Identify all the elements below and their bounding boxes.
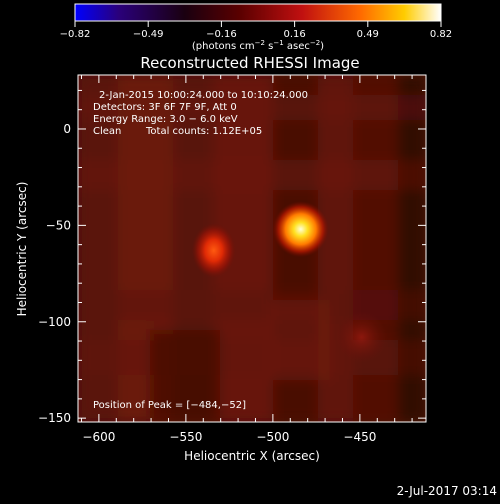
y-tick-label: 0	[63, 122, 71, 136]
x-tick-label: −450	[343, 430, 376, 444]
source-weak	[335, 311, 388, 364]
plot-frame	[77, 74, 427, 423]
y-tick-label: −150	[38, 411, 71, 425]
heatmap-image	[78, 75, 426, 422]
colorbar-tick-label: 0.49	[357, 29, 379, 40]
annotation-clean: Clean	[93, 126, 121, 137]
colorbar-ticks: −0.82 −0.49 −0.16 0.16 0.49 0.82	[60, 21, 452, 40]
colorbar-tick-label: 0.16	[283, 29, 305, 40]
axis-ticks: −600 −550 −500 −450 0 −50 −100 −150	[38, 75, 426, 444]
render-timestamp: 2-Jul-2017 03:14	[397, 484, 497, 498]
x-tick-label: −600	[82, 430, 115, 444]
y-axis-label: Heliocentric Y (arcsec)	[15, 182, 29, 317]
x-tick-label: −500	[256, 430, 289, 444]
colorbar	[74, 3, 442, 22]
colorbar-tick-label: −0.16	[206, 29, 237, 40]
colorbar-unit-label: (photons cm−2 s−1 asec−2)	[192, 39, 324, 52]
annotation-detectors: Detectors: 3F 6F 7F 9F, Att 0	[93, 102, 237, 113]
annotation-energy: Energy Range: 3.0 − 6.0 keV	[93, 114, 238, 125]
annotation-peak-position: Position of Peak = [−484,−52]	[93, 400, 246, 411]
y-tick-label: −50	[46, 218, 71, 232]
x-axis-label: Heliocentric X (arcsec)	[184, 449, 320, 463]
colorbar-tick-label: 0.82	[430, 29, 452, 40]
annotation-time-range: 2-Jan-2015 10:00:24.000 to 10:10:24.000	[99, 90, 308, 101]
sources-layer	[191, 201, 388, 364]
source-main	[272, 201, 329, 258]
colorbar-tick-label: −0.82	[60, 29, 91, 40]
annotation-total-counts: Total counts: 1.12E+05	[145, 126, 262, 137]
y-tick-label: −100	[38, 315, 71, 329]
chart-title: Reconstructed RHESSI Image	[140, 54, 359, 72]
source-secondary	[191, 222, 236, 278]
colorbar-tick-label: −0.49	[133, 29, 164, 40]
x-tick-label: −550	[169, 430, 202, 444]
